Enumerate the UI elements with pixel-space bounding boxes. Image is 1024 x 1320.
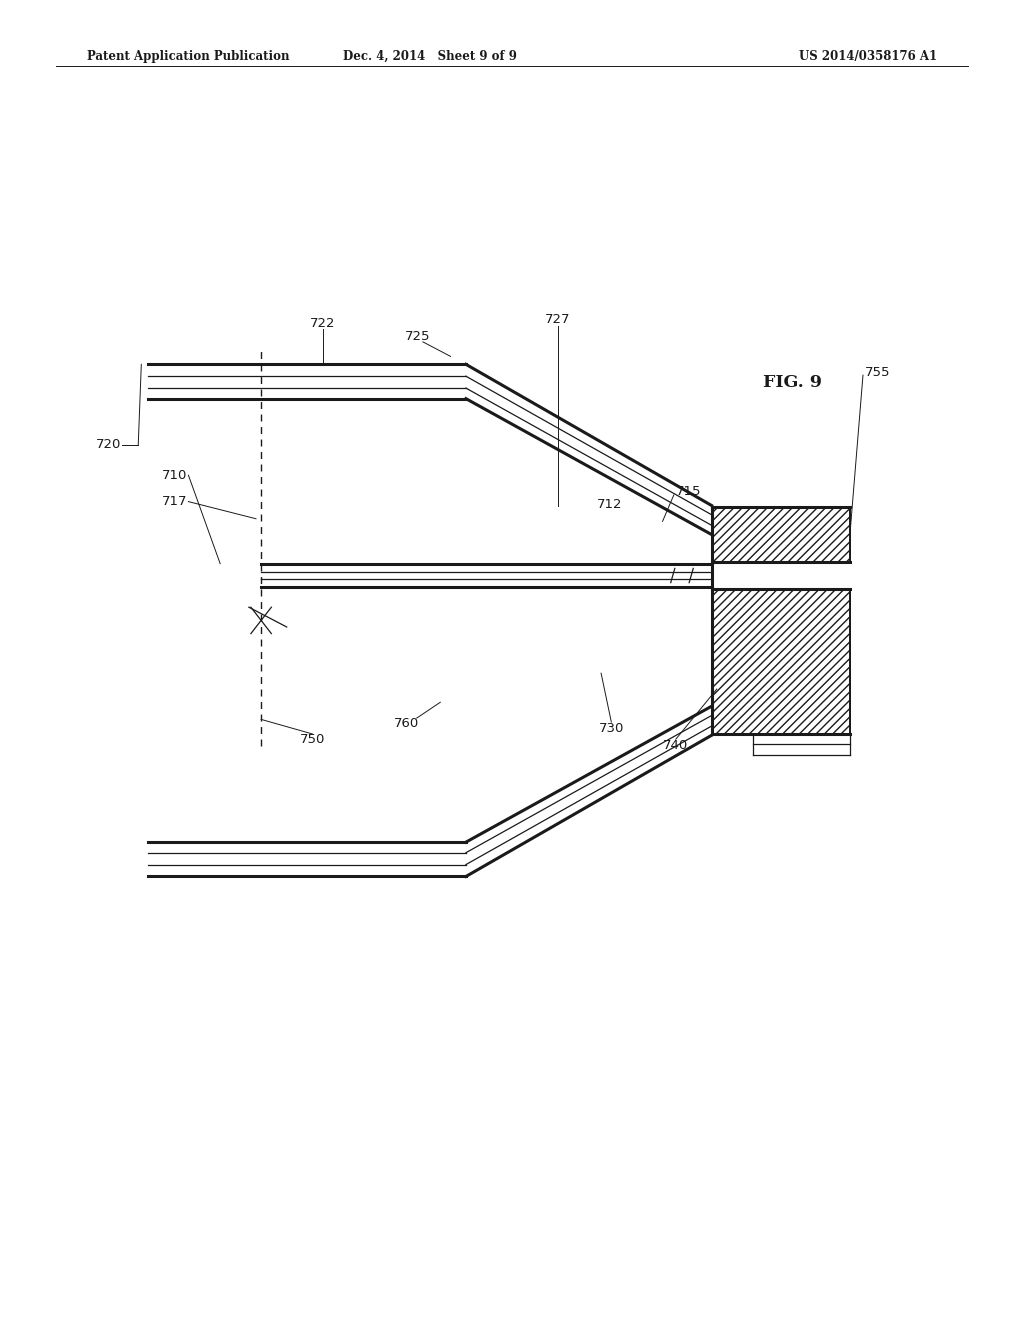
- Text: Dec. 4, 2014   Sheet 9 of 9: Dec. 4, 2014 Sheet 9 of 9: [343, 50, 517, 63]
- Text: 760: 760: [394, 717, 419, 730]
- Text: 720: 720: [95, 438, 121, 451]
- Text: 750: 750: [300, 733, 325, 746]
- Text: 712: 712: [597, 498, 622, 511]
- Text: 722: 722: [310, 317, 335, 330]
- Text: 727: 727: [546, 313, 570, 326]
- Bar: [712, 507, 850, 562]
- Text: 710: 710: [162, 469, 187, 482]
- Text: 725: 725: [406, 330, 430, 343]
- Text: 740: 740: [664, 739, 688, 752]
- Text: FIG. 9: FIG. 9: [763, 375, 822, 391]
- Text: 730: 730: [599, 722, 624, 735]
- Text: 755: 755: [865, 366, 891, 379]
- Text: 715: 715: [676, 484, 701, 498]
- Text: 717: 717: [162, 495, 187, 508]
- Text: Patent Application Publication: Patent Application Publication: [87, 50, 290, 63]
- Bar: [712, 589, 850, 734]
- Text: US 2014/0358176 A1: US 2014/0358176 A1: [799, 50, 937, 63]
